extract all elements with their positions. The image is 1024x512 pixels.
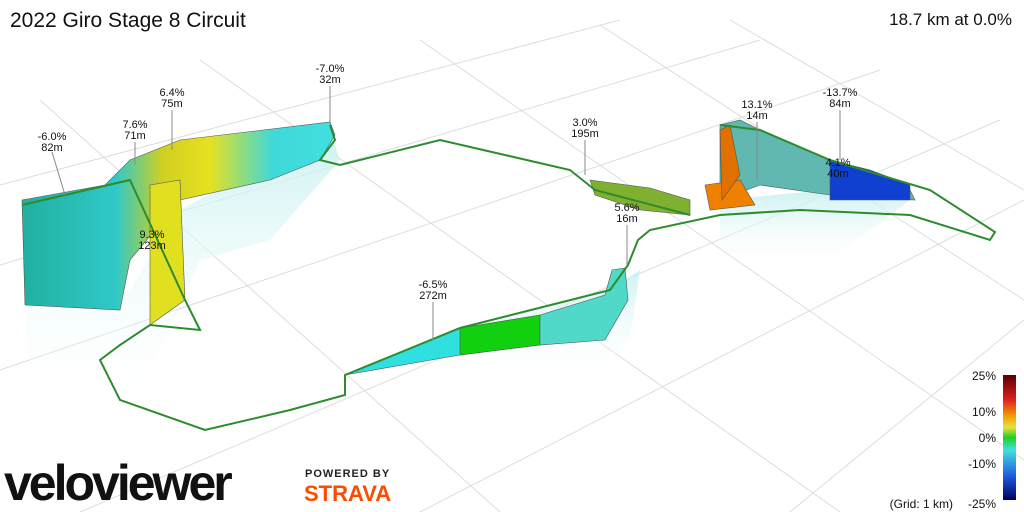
grade: 4.1% — [825, 157, 850, 169]
legend-label: 25% — [972, 369, 996, 383]
distance: 82m — [41, 142, 62, 154]
powered-by: POWERED BY — [305, 468, 390, 480]
route-walls — [21, 119, 916, 376]
legend-label: 0% — [979, 431, 997, 445]
logo: veloviewer — [4, 455, 232, 511]
grade: 5.6% — [614, 202, 639, 214]
distance: 84m — [829, 98, 850, 110]
legend: 25% 10% 0% -10% (Grid: 1 km) -25% — [890, 369, 997, 511]
grade: -7.0% — [316, 63, 345, 75]
grade: 9.3% — [139, 229, 164, 241]
distance: 32m — [319, 74, 340, 86]
grade: 3.0% — [572, 117, 597, 129]
distance: 272m — [419, 290, 447, 302]
annotations: -6.0% 82m 7.6% 71m 6.4% 75m -7.0% 32m 9.… — [38, 63, 858, 302]
route-line — [21, 124, 997, 432]
distance: 123m — [138, 240, 166, 252]
legend-label: -10% — [968, 457, 996, 471]
grid-note: (Grid: 1 km) — [890, 497, 953, 511]
grade: 13.1% — [741, 99, 772, 111]
color-scale — [1003, 375, 1016, 500]
distance: 14m — [746, 110, 767, 122]
title: 2022 Giro Stage 8 Circuit — [10, 9, 246, 32]
distance: 75m — [161, 98, 182, 110]
partner-logo: STRAVA — [304, 481, 391, 506]
grade: -6.5% — [419, 279, 448, 291]
grade: -6.0% — [38, 131, 67, 143]
legend-label: -25% — [968, 497, 996, 511]
summary: 18.7 km at 0.0% — [889, 10, 1012, 29]
grade: 6.4% — [159, 87, 184, 99]
distance: 71m — [124, 130, 145, 142]
legend-label: 10% — [972, 405, 996, 419]
distance: 40m — [827, 168, 848, 180]
grade: -13.7% — [823, 87, 858, 99]
annotation-leaders — [51, 86, 841, 340]
distance: 195m — [571, 128, 599, 140]
grade: 7.6% — [122, 119, 147, 131]
distance: 16m — [616, 213, 637, 225]
